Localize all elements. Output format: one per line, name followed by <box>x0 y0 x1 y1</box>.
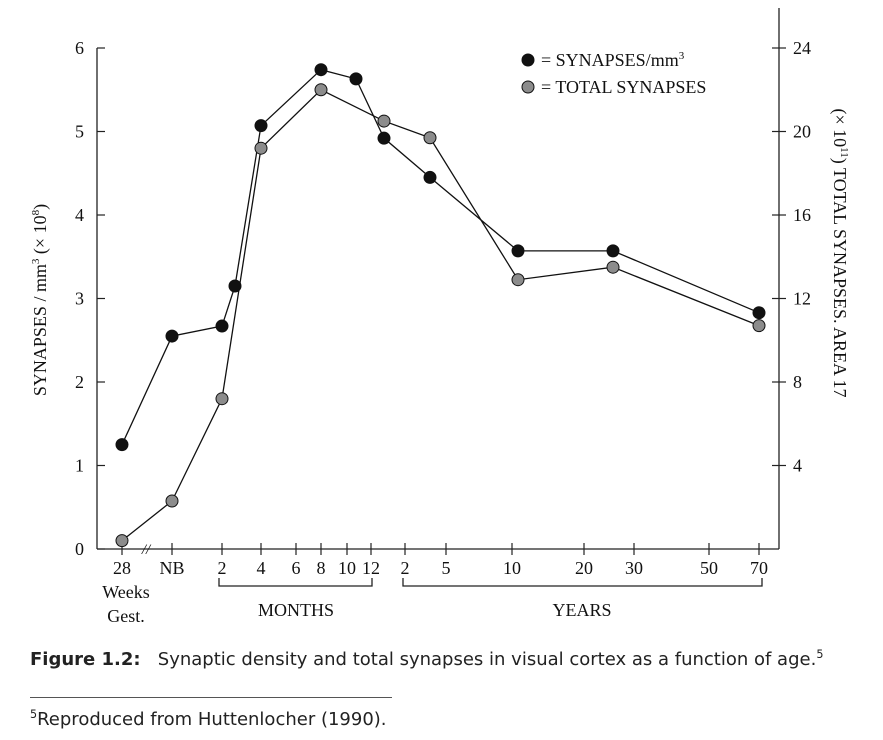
left-tick-label: 4 <box>75 205 84 225</box>
total-point <box>511 273 525 287</box>
density-point <box>377 131 391 145</box>
footnote-marker: 5 <box>30 708 38 721</box>
x-tick-label: 28 <box>113 558 131 578</box>
x-tick-label: 10 <box>503 558 521 578</box>
caption-text: Synaptic density and total synapses in v… <box>157 649 817 670</box>
legend-density-marker <box>521 53 535 67</box>
gest-label: Gest. <box>107 606 145 626</box>
x-tick-label: 20 <box>575 558 593 578</box>
legend-total-entry: = TOTAL SYNAPSES <box>541 77 706 97</box>
density-point <box>165 329 179 343</box>
months-label: MONTHS <box>258 600 334 620</box>
years-bracket <box>402 578 763 587</box>
x-tick-label: 8 <box>317 558 326 578</box>
density-series-line <box>121 68 760 445</box>
right-tick-label: 12 <box>793 289 811 309</box>
years-label: YEARS <box>552 600 611 620</box>
total-point <box>165 494 179 508</box>
total-point <box>752 319 766 333</box>
right-tick-label: 4 <box>793 456 802 476</box>
right-axis-ticks: 4 8 12 16 20 24 <box>772 38 811 476</box>
series-markers <box>115 63 766 548</box>
density-point <box>215 319 229 333</box>
density-point <box>228 279 242 293</box>
right-tick-label: 24 <box>793 38 811 58</box>
right-axis-label: (× 1011) TOTAL SYNAPSES. AREA 17 <box>829 108 850 397</box>
caption-label: Figure 1.2: <box>30 649 141 670</box>
right-axis-label-prefix: (× 10 <box>829 108 850 147</box>
x-tick-label: 4 <box>257 558 266 578</box>
density-point <box>349 72 363 86</box>
left-tick-label: 0 <box>75 539 84 559</box>
x-tick-label: 2 <box>218 558 227 578</box>
x-tick-label: 70 <box>750 558 768 578</box>
x-tick-label: 5 <box>442 558 451 578</box>
total-point <box>254 141 268 155</box>
left-axis-label-close: ) <box>30 204 51 210</box>
left-axis-label-paren: (× 10 <box>30 215 51 258</box>
total-point <box>377 114 391 128</box>
total-point <box>606 260 620 274</box>
density-point <box>115 438 129 452</box>
left-axis-label-sup: 3 <box>30 258 42 264</box>
left-axis-label-main: SYNAPSES / mm <box>30 264 50 396</box>
left-tick-label: 5 <box>75 122 84 142</box>
left-axis-ticks: 0 1 2 3 4 5 6 <box>75 38 105 559</box>
total-point <box>115 534 129 548</box>
total-point <box>423 131 437 145</box>
footnote: 5Reproduced from Huttenlocher (1990). <box>30 708 387 730</box>
footnote-divider <box>30 697 392 698</box>
density-point <box>511 244 525 258</box>
density-point <box>423 170 437 184</box>
x-tick-label: 10 <box>338 558 356 578</box>
left-axis-label-paren-sup: 8 <box>30 209 42 215</box>
total-point <box>314 83 328 97</box>
x-tick-label: 2 <box>401 558 410 578</box>
caption-note-ref: 5 <box>816 648 824 661</box>
density-point <box>314 63 328 77</box>
x-tick-label: 30 <box>625 558 643 578</box>
legend-density-entry: = SYNAPSES/mm3 <box>541 50 685 70</box>
right-axis-label-main: ) TOTAL SYNAPSES. AREA 17 <box>829 158 850 398</box>
left-tick-label: 6 <box>75 38 84 58</box>
x-axis-ticks: 28 NB 2 4 6 8 10 12 2 5 10 20 30 50 70 <box>113 543 768 578</box>
legend-total-marker <box>521 80 535 94</box>
right-tick-label: 16 <box>793 205 811 225</box>
total-series-line <box>121 88 760 542</box>
left-axis-label: SYNAPSES / mm3 (× 108) <box>30 204 51 396</box>
legend: = SYNAPSES/mm3 = TOTAL SYNAPSES <box>521 50 706 97</box>
density-point <box>254 119 268 133</box>
right-axis-label-sup: 11 <box>838 147 850 158</box>
left-tick-label: 3 <box>75 289 84 309</box>
figure-caption: Figure 1.2: Synaptic density and total s… <box>30 648 870 670</box>
left-tick-label: 1 <box>75 456 84 476</box>
legend-density-sup: 3 <box>679 50 685 62</box>
x-break-marker: // <box>141 542 152 558</box>
density-point <box>606 244 620 258</box>
left-tick-label: 2 <box>75 372 84 392</box>
total-point <box>215 392 229 406</box>
x-tick-label: 12 <box>362 558 380 578</box>
x-tick-label: 50 <box>700 558 718 578</box>
months-bracket <box>218 578 373 587</box>
footnote-text: Reproduced from Huttenlocher (1990). <box>37 709 387 730</box>
legend-density-text: = SYNAPSES/mm <box>541 50 679 70</box>
density-point <box>752 306 766 320</box>
weeks-label: Weeks <box>102 582 150 602</box>
series-lines <box>121 68 760 542</box>
right-tick-label: 8 <box>793 372 802 392</box>
right-tick-label: 20 <box>793 122 811 142</box>
x-tick-label: NB <box>159 558 184 578</box>
x-tick-label: 6 <box>292 558 301 578</box>
